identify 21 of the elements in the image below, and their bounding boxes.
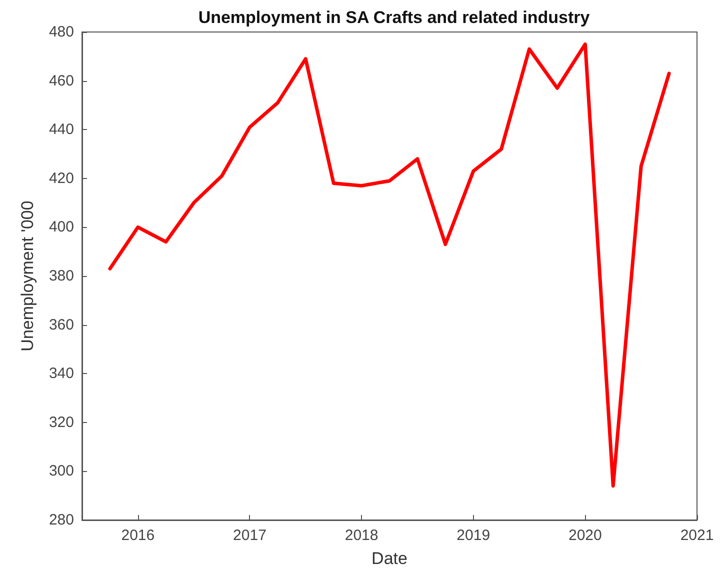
- y-tick-label: 320: [48, 414, 74, 431]
- y-tick-label: 480: [48, 24, 74, 40]
- y-tick-label: 280: [48, 512, 74, 528]
- y-tick-label: 300: [48, 462, 74, 480]
- y-tick-label: 460: [48, 72, 74, 90]
- chart-title: Unemployment in SA Crafts and related industry: [198, 8, 590, 27]
- x-tick-label: 2020: [568, 527, 602, 544]
- y-tick-label: 360: [48, 316, 74, 334]
- x-axis-title: Date: [372, 549, 408, 568]
- y-tick-label: 400: [48, 218, 74, 236]
- x-tick-label: 2017: [233, 527, 266, 544]
- y-axis-title: Unemployment '000: [18, 200, 37, 352]
- y-tick-label: 420: [48, 170, 74, 187]
- x-tick-label: 2018: [344, 527, 378, 544]
- y-tick-label: 440: [48, 121, 74, 138]
- y-tick-label: 380: [48, 268, 74, 284]
- x-tick-label: 2021: [680, 527, 714, 544]
- line-series: [108, 42, 671, 488]
- y-tick-label: 340: [48, 365, 74, 382]
- x-tick-label: 2019: [456, 527, 490, 544]
- x-tick-label: 2016: [121, 527, 155, 544]
